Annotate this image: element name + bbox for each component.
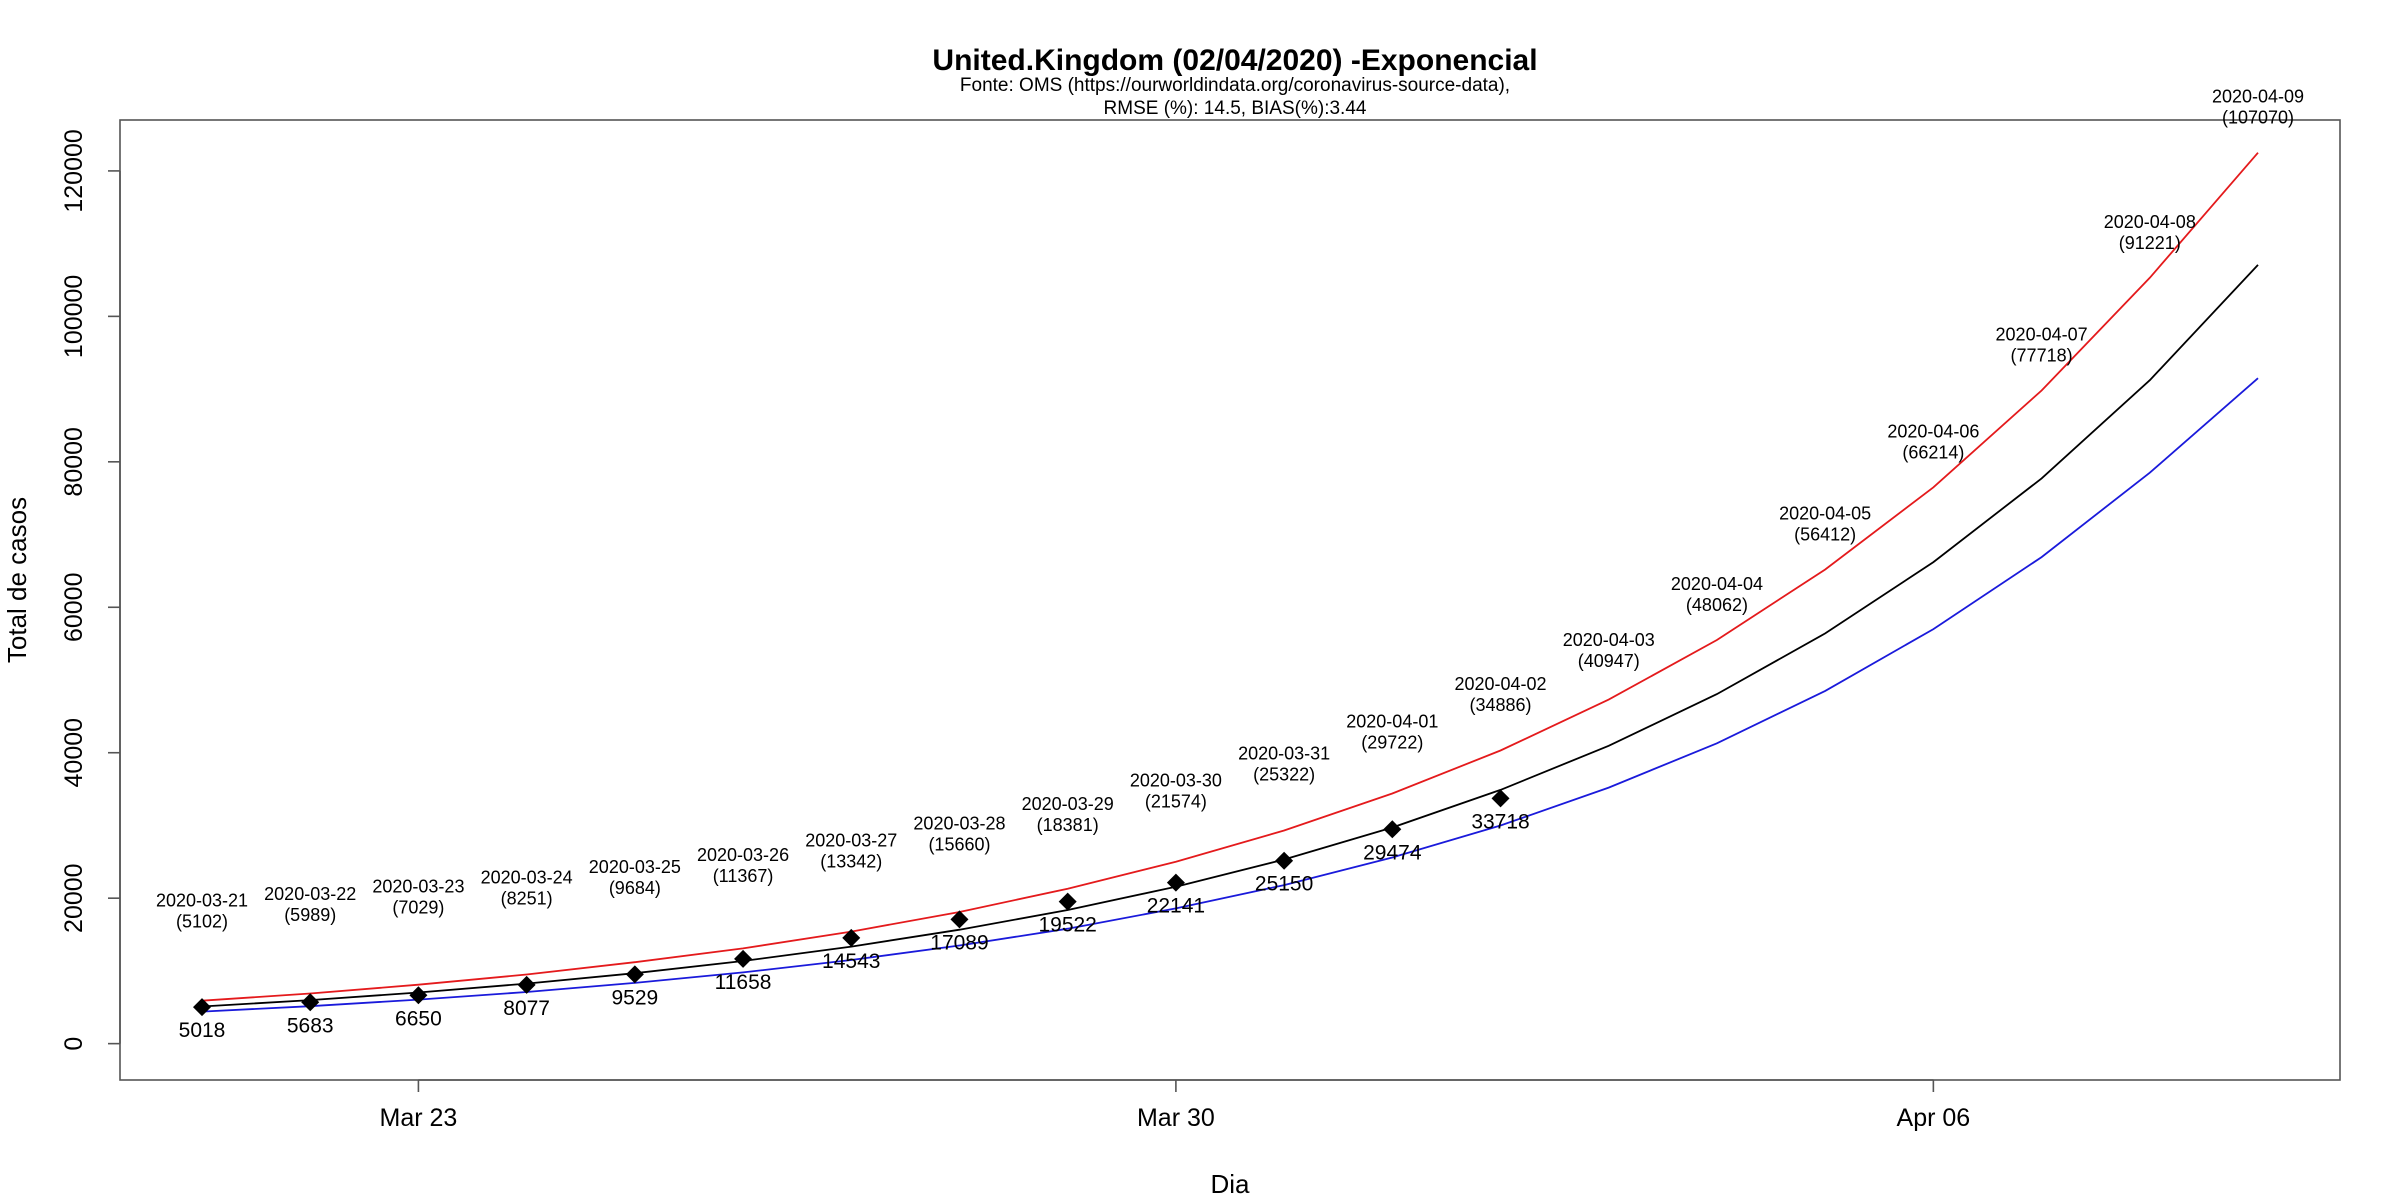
chart-subtitle-metrics: RMSE (%): 14.5, BIAS(%):3.44: [1104, 98, 1367, 119]
predicted-value-label: (40947): [1578, 651, 1640, 671]
observed-point: [1166, 873, 1185, 892]
observed-value-label: 22141: [1147, 895, 1205, 918]
chart-subtitle-source: Fonte: OMS (https://ourworldindata.org/c…: [960, 75, 1510, 96]
observed-value-label: 14543: [822, 950, 880, 973]
predicted-value-label: (21574): [1145, 792, 1207, 812]
chart-title: United.Kingdom (02/04/2020) -Exponencial: [932, 44, 1537, 77]
x-tick-label: Mar 23: [380, 1104, 458, 1132]
predicted-value-label: (77718): [2011, 346, 2073, 366]
observed-point: [1275, 851, 1294, 870]
predicted-value-label: (34886): [1470, 695, 1532, 715]
observed-point: [301, 993, 320, 1012]
predicted-value-label: (8251): [501, 889, 553, 909]
observed-point: [950, 910, 969, 929]
predicted-date-label: 2020-03-30: [1130, 771, 1222, 791]
y-tick-label: 100000: [60, 275, 88, 358]
observed-value-label: 6650: [395, 1007, 442, 1030]
predicted-date-label: 2020-03-23: [372, 877, 464, 897]
observed-value-label: 33718: [1471, 810, 1529, 833]
y-tick-label: 40000: [60, 718, 88, 788]
plot-area-frame: [119, 119, 2341, 1081]
predicted-date-label: 2020-03-22: [264, 884, 356, 904]
predicted-value-label: (56412): [1794, 524, 1856, 544]
x-tick-label: Mar 30: [1137, 1104, 1215, 1132]
observed-value-label: 5018: [179, 1019, 226, 1042]
predicted-date-label: 2020-03-26: [697, 845, 789, 865]
predicted-date-label: 2020-03-21: [156, 891, 248, 911]
x-axis-title: Dia: [1210, 1169, 1250, 1199]
predicted-value-label: (107070): [2222, 108, 2294, 128]
predicted-date-label: 2020-03-29: [1022, 794, 1114, 814]
predicted-date-label: 2020-04-02: [1454, 674, 1546, 694]
observed-value-label: 25150: [1255, 873, 1313, 896]
y-tick-label: 80000: [60, 427, 88, 497]
observed-point: [842, 928, 861, 947]
observed-value-label: 19522: [1038, 914, 1096, 937]
predicted-value-label: (5989): [284, 905, 336, 925]
predicted-date-label: 2020-04-07: [1996, 325, 2088, 345]
predicted-date-label: 2020-04-08: [2104, 212, 2196, 232]
predicted-date-label: 2020-04-06: [1887, 421, 1979, 441]
observed-value-label: 29474: [1363, 841, 1422, 864]
predicted-value-label: (18381): [1037, 815, 1099, 835]
x-axis: Mar 23 Mar 30 Apr 06: [380, 1079, 1971, 1132]
series-line-0: [201, 264, 2259, 1008]
series-line-2: [201, 377, 2259, 1013]
predicted-value-label: (29722): [1361, 732, 1423, 752]
observed-point: [517, 975, 536, 994]
predicted-value-label: (9684): [609, 878, 661, 898]
predicted-date-label: 2020-03-25: [589, 857, 681, 877]
predicted-value-label: (48062): [1686, 595, 1748, 615]
observed-value-label: 17089: [930, 931, 988, 954]
predicted-date-label: 2020-03-24: [481, 868, 573, 888]
predicted-date-label: 2020-04-04: [1671, 574, 1763, 594]
predicted-value-label: (7029): [392, 898, 444, 918]
observed-point: [193, 998, 211, 1017]
predicted-date-label: 2020-04-03: [1563, 630, 1655, 650]
observed-value-label: 5683: [287, 1014, 334, 1037]
predicted-value-label: (5102): [176, 912, 228, 932]
y-tick-label: 60000: [60, 573, 88, 643]
observed-point: [734, 949, 753, 968]
predicted-value-label: (13342): [820, 852, 882, 872]
observed-value-label: 8077: [503, 997, 550, 1020]
x-tick-label: Apr 06: [1897, 1104, 1971, 1132]
y-tick-label: 120000: [60, 129, 88, 212]
series-lines: [201, 152, 2259, 1013]
predicted-value-label: (25322): [1253, 764, 1315, 784]
predicted-value-label: (11367): [713, 866, 774, 886]
predicted-date-label: 2020-03-31: [1238, 743, 1330, 763]
predicted-date-label: 2020-04-09: [2212, 87, 2304, 107]
observed-value-label: 9529: [611, 986, 658, 1009]
predicted-value-label: (15660): [928, 835, 990, 855]
predicted-date-label: 2020-04-05: [1779, 503, 1871, 523]
y-axis: 0 20000 40000 60000 80000 100000 120000: [60, 129, 121, 1051]
observed-point: [409, 986, 428, 1005]
observed-points: [193, 789, 1510, 1017]
observed-value-label: 11658: [715, 971, 772, 994]
observed-point: [625, 965, 644, 984]
data-labels: 5018 5683 6650 8077 9529 11658 14543 17089 19522…: [156, 87, 2304, 1042]
predicted-date-label: 2020-03-28: [913, 814, 1005, 834]
observed-point: [1383, 820, 1402, 839]
predicted-value-label: (66214): [1902, 442, 1964, 462]
predicted-date-label: 2020-03-27: [805, 831, 897, 851]
y-axis-title: Total de casos: [2, 497, 32, 663]
observed-point: [1491, 789, 1510, 808]
y-tick-label: 0: [60, 1037, 88, 1051]
series-line-1: [201, 152, 2259, 1002]
observed-point: [1058, 892, 1077, 911]
predicted-date-label: 2020-04-01: [1346, 711, 1438, 731]
predicted-value-label: (91221): [2119, 233, 2181, 253]
y-tick-label: 20000: [60, 863, 88, 933]
